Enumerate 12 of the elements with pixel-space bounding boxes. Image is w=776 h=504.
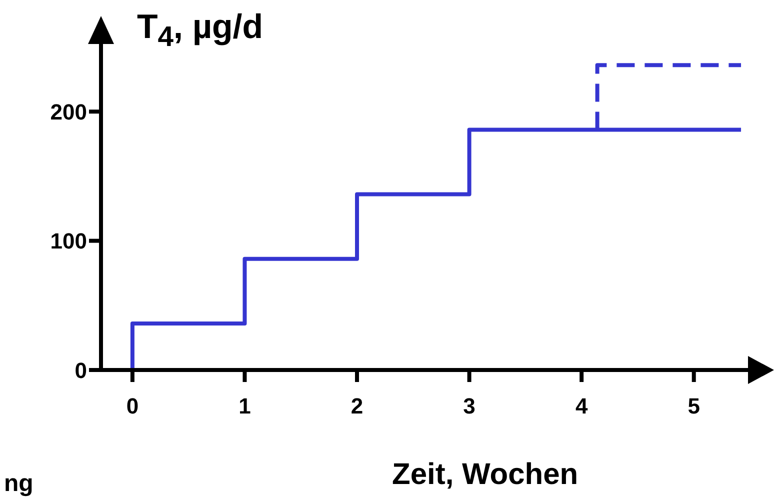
y-tick-label: 0: [74, 358, 87, 383]
x-tick-label: 4: [575, 394, 588, 419]
x-tick-label: 5: [688, 394, 700, 419]
y-tick-label: 100: [50, 228, 87, 254]
y-axis-title: T$_{4}$, µg/d: [137, 8, 264, 54]
x-tick-label: 1: [238, 394, 251, 419]
y-tick-label: 200: [50, 99, 87, 124]
x-axis-title: Zeit, Wochen: [392, 458, 578, 492]
text: ng: [4, 470, 34, 498]
x-tick-label: 2: [350, 394, 364, 419]
x-tick-label: 3: [463, 394, 476, 419]
x-tick-label: 0: [126, 394, 139, 419]
